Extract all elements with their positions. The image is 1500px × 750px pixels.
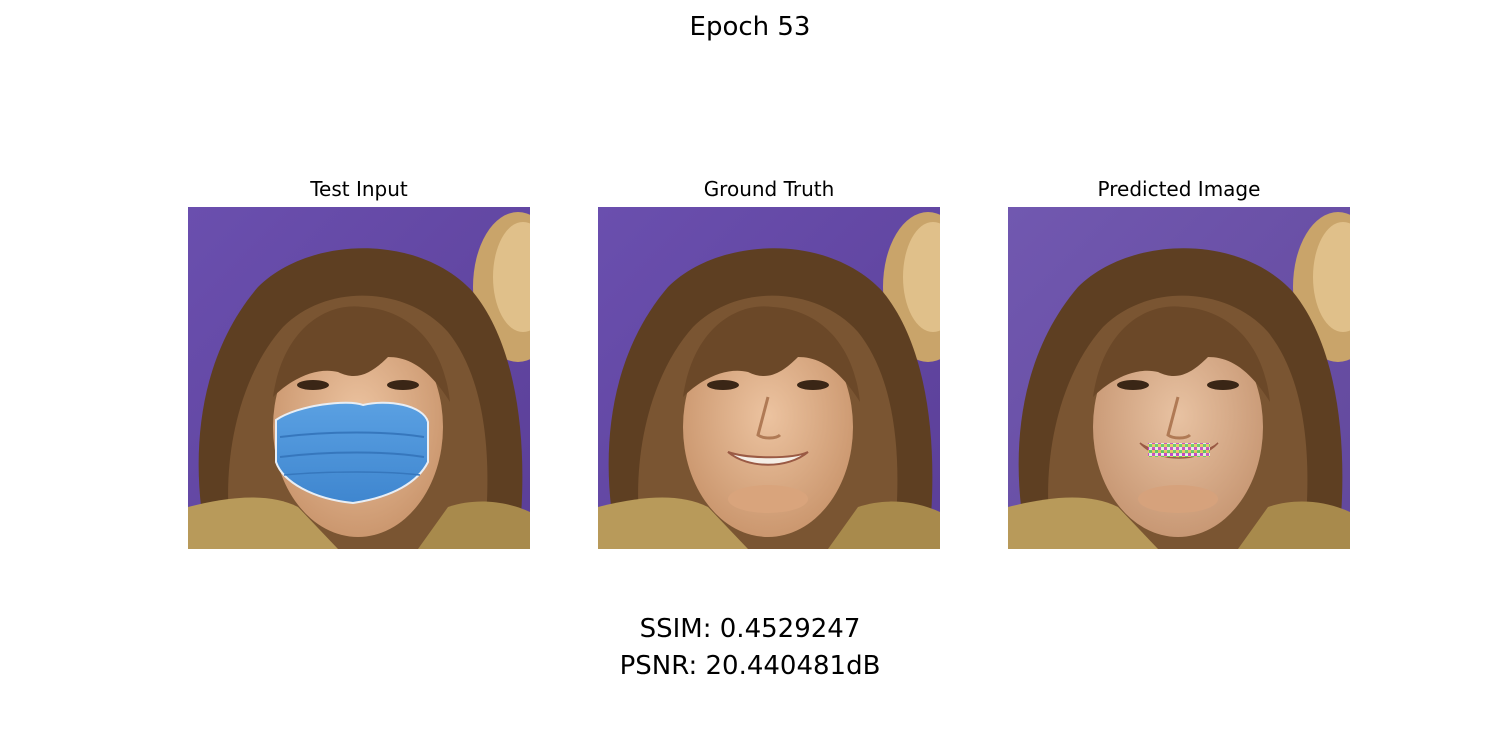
panel-title-test-input: Test Input [310, 177, 408, 201]
panel-predicted-image: Predicted Image [1008, 175, 1350, 549]
test-input-image [188, 207, 530, 549]
psnr-value: PSNR: 20.440481dB [619, 651, 881, 681]
panel-test-input: Test Input [188, 175, 530, 549]
panel-title-predicted-image: Predicted Image [1097, 177, 1261, 201]
ground-truth-image [598, 207, 940, 549]
predicted-image [1008, 207, 1350, 549]
metrics-block: SSIM: 0.4529247 PSNR: 20.440481dB [0, 611, 1500, 685]
panel-ground-truth: Ground Truth [598, 175, 940, 549]
ssim-value: SSIM: 0.4529247 [639, 614, 861, 644]
figure-title: Epoch 53 [689, 12, 811, 42]
panel-title-ground-truth: Ground Truth [703, 177, 835, 201]
